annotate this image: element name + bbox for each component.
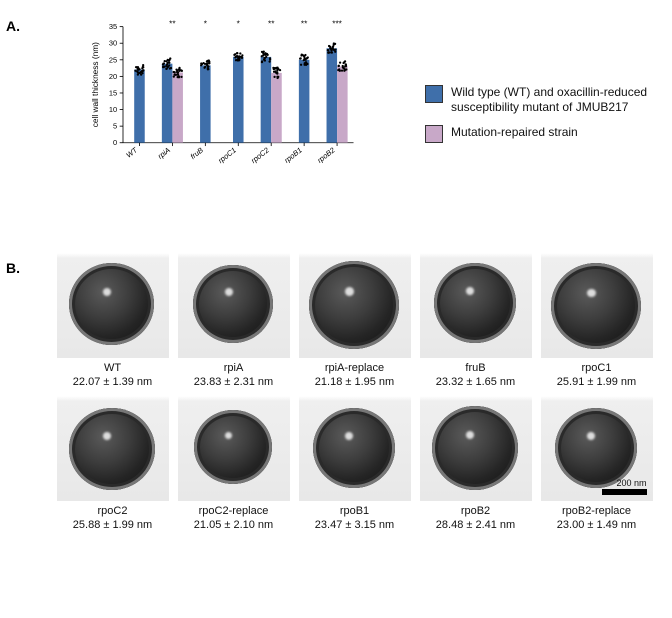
micrograph-caption: WT22.07 ± 1.39 nm bbox=[73, 361, 152, 390]
micrograph-caption: rpoB228.48 ± 2.41 nm bbox=[436, 504, 515, 533]
svg-text:fruB: fruB bbox=[189, 145, 205, 161]
legend-item: Mutation-repaired strain bbox=[425, 125, 672, 143]
micrograph-image bbox=[57, 253, 169, 358]
strain-name: WT bbox=[73, 361, 152, 375]
micrograph-caption: rpoB2-replace23.00 ± 1.49 nm bbox=[557, 504, 636, 533]
micrograph-image bbox=[299, 396, 411, 501]
measurement: 23.00 ± 1.49 nm bbox=[557, 518, 636, 532]
legend-swatch-repaired bbox=[425, 125, 443, 143]
strain-name: rpoB2-replace bbox=[557, 504, 636, 518]
svg-text:15: 15 bbox=[109, 88, 117, 97]
measurement: 25.91 ± 1.99 nm bbox=[557, 375, 636, 389]
measurement: 23.47 ± 3.15 nm bbox=[315, 518, 394, 532]
scalebar-label: 200 nm bbox=[616, 478, 646, 488]
svg-text:rpoB1: rpoB1 bbox=[282, 146, 303, 165]
micrograph-caption: rpoC125.91 ± 1.99 nm bbox=[557, 361, 636, 390]
svg-text:5: 5 bbox=[113, 122, 117, 131]
legend-text: Mutation-repaired strain bbox=[451, 125, 578, 140]
micrograph-item: rpoB123.47 ± 3.15 nm bbox=[297, 396, 412, 533]
measurement: 23.83 ± 2.31 nm bbox=[194, 375, 273, 389]
micrograph-image bbox=[178, 396, 290, 501]
strain-name: fruB bbox=[436, 361, 515, 375]
panel-a-label: A. bbox=[6, 18, 20, 34]
micrograph-item: WT22.07 ± 1.39 nm bbox=[55, 253, 170, 390]
strain-name: rpoC2 bbox=[73, 504, 152, 518]
strain-name: rpoB1 bbox=[315, 504, 394, 518]
legend-item: Wild type (WT) and oxacillin-reduced sus… bbox=[425, 85, 672, 115]
svg-text:**: ** bbox=[268, 20, 275, 29]
svg-text:0: 0 bbox=[113, 138, 117, 147]
svg-text:rpoC2: rpoC2 bbox=[249, 145, 271, 165]
measurement: 23.32 ± 1.65 nm bbox=[436, 375, 515, 389]
legend-text: Wild type (WT) and oxacillin-reduced sus… bbox=[451, 85, 672, 115]
strain-name: rpoC1 bbox=[557, 361, 636, 375]
svg-text:rpoB2: rpoB2 bbox=[315, 145, 337, 165]
micrograph-item: rpiA23.83 ± 2.31 nm bbox=[176, 253, 291, 390]
micrograph-image bbox=[178, 253, 290, 358]
svg-text:30: 30 bbox=[109, 39, 117, 48]
micrograph-caption: rpiA23.83 ± 2.31 nm bbox=[194, 361, 273, 390]
micrograph-item: 200 nm rpoB2-replace23.00 ± 1.49 nm bbox=[539, 396, 654, 533]
svg-text:*: * bbox=[204, 20, 208, 29]
micrograph-image: 200 nm bbox=[541, 396, 653, 501]
strain-name: rpiA-replace bbox=[315, 361, 394, 375]
measurement: 21.05 ± 2.10 nm bbox=[194, 518, 273, 532]
svg-text:***: *** bbox=[332, 20, 342, 29]
micrograph-item: rpoC125.91 ± 1.99 nm bbox=[539, 253, 654, 390]
micrograph-image bbox=[420, 396, 532, 501]
micrograph-item: fruB23.32 ± 1.65 nm bbox=[418, 253, 533, 390]
micrograph-caption: fruB23.32 ± 1.65 nm bbox=[436, 361, 515, 390]
svg-text:*: * bbox=[237, 20, 241, 29]
panel-b: WT22.07 ± 1.39 nmrpiA23.83 ± 2.31 nmrpiA… bbox=[0, 248, 672, 608]
svg-text:10: 10 bbox=[109, 105, 117, 114]
micrograph-item: rpiA-replace21.18 ± 1.95 nm bbox=[297, 253, 412, 390]
micrograph-image bbox=[420, 253, 532, 358]
legend-swatch-mutant bbox=[425, 85, 443, 103]
micrograph-image bbox=[299, 253, 411, 358]
strain-name: rpoC2-replace bbox=[194, 504, 273, 518]
svg-text:**: ** bbox=[169, 20, 176, 29]
scalebar bbox=[602, 489, 647, 495]
panel-a: 0 5 10 15 20 25 30 35 cell wall thickness (nm) WT… bbox=[30, 10, 670, 230]
strain-name: rpiA bbox=[194, 361, 273, 375]
measurement: 21.18 ± 1.95 nm bbox=[315, 375, 394, 389]
legend: Wild type (WT) and oxacillin-reduced sus… bbox=[425, 85, 672, 153]
svg-text:WT: WT bbox=[124, 145, 139, 160]
svg-text:20: 20 bbox=[109, 72, 117, 81]
measurement: 25.88 ± 1.99 nm bbox=[73, 518, 152, 532]
svg-text:35: 35 bbox=[109, 22, 117, 31]
micrograph-image bbox=[57, 396, 169, 501]
strain-name: rpoB2 bbox=[436, 504, 515, 518]
svg-text:rpiA: rpiA bbox=[156, 145, 172, 160]
micrograph-caption: rpoB123.47 ± 3.15 nm bbox=[315, 504, 394, 533]
svg-text:**: ** bbox=[301, 20, 308, 29]
svg-text:cell wall thickness (nm): cell wall thickness (nm) bbox=[90, 42, 100, 127]
micrograph-caption: rpiA-replace21.18 ± 1.95 nm bbox=[315, 361, 394, 390]
measurement: 28.48 ± 2.41 nm bbox=[436, 518, 515, 532]
micrograph-item: rpoC2-replace21.05 ± 2.10 nm bbox=[176, 396, 291, 533]
svg-text:25: 25 bbox=[109, 55, 117, 64]
svg-text:rpoC1: rpoC1 bbox=[216, 146, 238, 166]
micrograph-caption: rpoC2-replace21.05 ± 2.10 nm bbox=[194, 504, 273, 533]
bar-chart: 0 5 10 15 20 25 30 35 cell wall thickness (nm) WT… bbox=[60, 20, 390, 190]
micrograph-item: rpoC225.88 ± 1.99 nm bbox=[55, 396, 170, 533]
chart-svg: 0 5 10 15 20 25 30 35 cell wall thickness (nm) WT… bbox=[60, 20, 390, 190]
measurement: 22.07 ± 1.39 nm bbox=[73, 375, 152, 389]
micrograph-caption: rpoC225.88 ± 1.99 nm bbox=[73, 504, 152, 533]
micrograph-image bbox=[541, 253, 653, 358]
micrograph-item: rpoB228.48 ± 2.41 nm bbox=[418, 396, 533, 533]
micrograph-grid: WT22.07 ± 1.39 nmrpiA23.83 ± 2.31 nmrpiA… bbox=[55, 253, 660, 532]
